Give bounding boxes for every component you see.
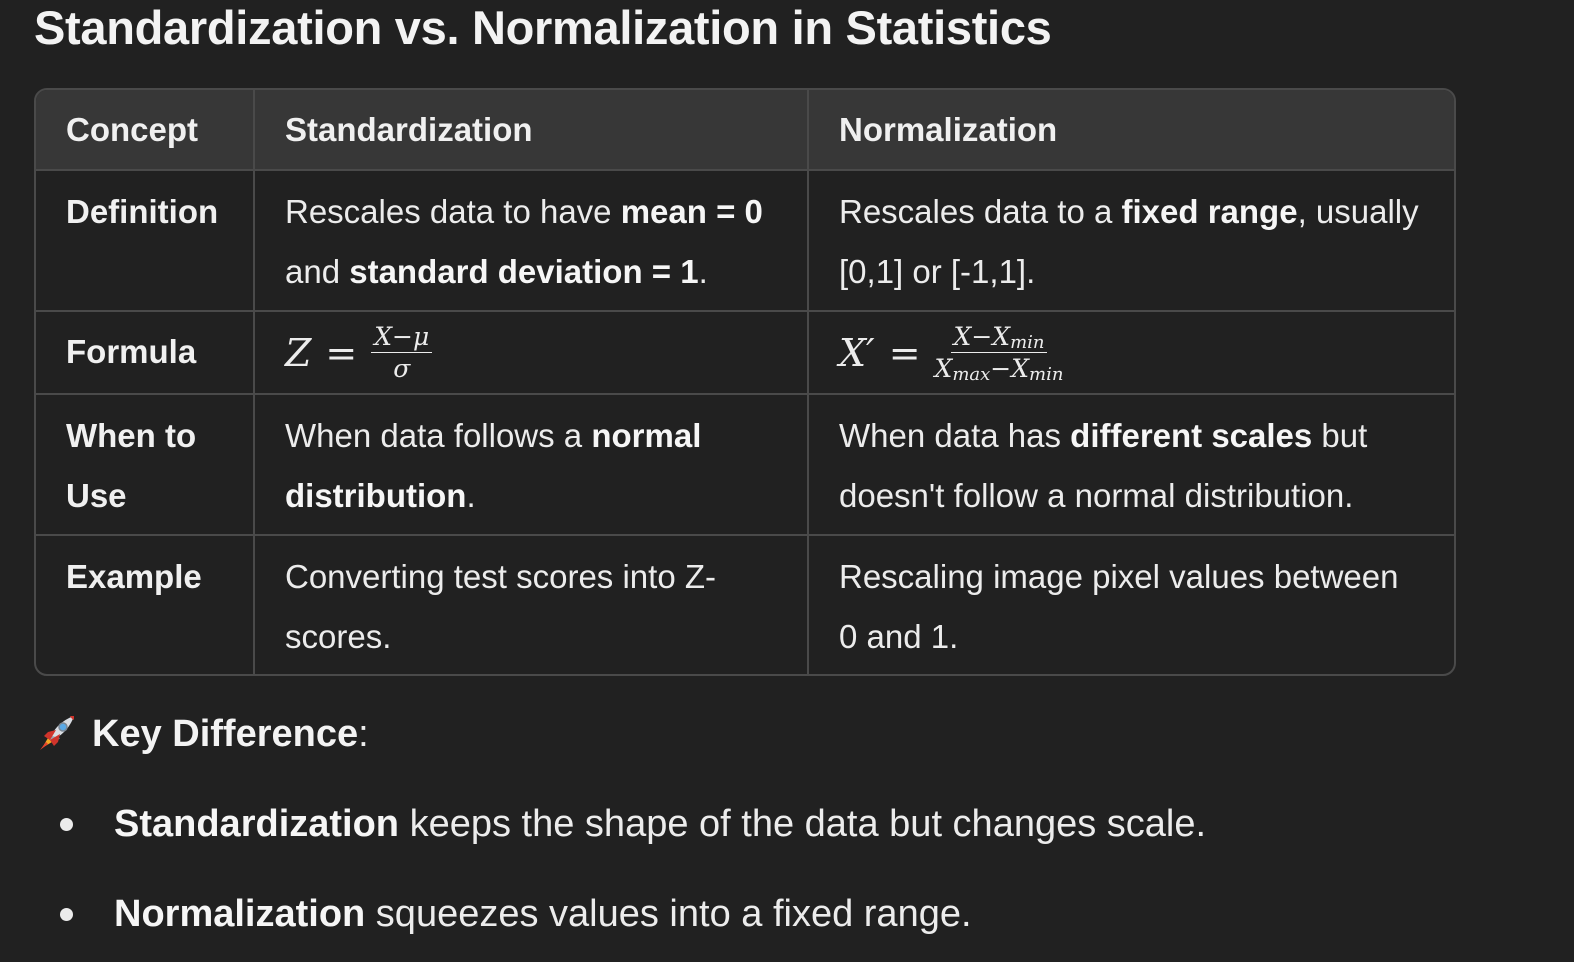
bullet-dot-icon xyxy=(60,818,73,831)
header-normalization: Normalization xyxy=(808,90,1454,171)
cell-when-standardization: When data follows a normal distribution. xyxy=(254,394,809,536)
key-difference-label: Key Difference xyxy=(92,713,359,755)
table-row-when-to-use: When to Use When data follows a normal d… xyxy=(36,394,1454,536)
key-difference-heading: Key Difference: xyxy=(34,706,369,762)
row-label-formula: Formula xyxy=(36,311,255,395)
cell-definition-normalization: Rescales data to a fixed range, usually … xyxy=(808,170,1454,312)
table-row-formula: Formula Z = X−μ σ X′ = xyxy=(36,311,1454,395)
row-label-definition: Definition xyxy=(36,170,255,312)
table-row-example: Example Converting test scores into Z-sc… xyxy=(36,535,1454,674)
z-score-formula: Z = X−μ σ xyxy=(285,322,433,384)
key-difference-list: Standardization keeps the shape of the d… xyxy=(0,790,1206,962)
comparison-table: Concept Standardization Normalization De… xyxy=(34,88,1456,676)
min-max-formula: X′ = X−Xmin Xmax−Xmin xyxy=(839,322,1064,385)
bullet-dot-icon xyxy=(60,908,73,921)
header-standardization: Standardization xyxy=(254,90,809,171)
cell-when-normalization: When data has different scales but doesn… xyxy=(808,394,1454,536)
page-title: Standardization vs. Normalization in Sta… xyxy=(34,1,1052,54)
cell-formula-normalization: X′ = X−Xmin Xmax−Xmin xyxy=(808,311,1454,395)
table-header-row: Concept Standardization Normalization xyxy=(36,90,1454,171)
list-item: Normalization squeezes values into a fix… xyxy=(0,880,1206,962)
cell-definition-standardization: Rescales data to have mean = 0 and stand… xyxy=(254,170,809,312)
list-item: Standardization keeps the shape of the d… xyxy=(0,790,1206,880)
cell-example-normalization: Rescaling image pixel values between 0 a… xyxy=(839,558,1399,655)
rocket-icon xyxy=(34,712,78,756)
cell-formula-standardization: Z = X−μ σ xyxy=(254,311,809,395)
cell-example-standardization: Converting test scores into Z-scores. xyxy=(254,535,809,674)
header-concept: Concept xyxy=(36,90,255,171)
row-label-example: Example xyxy=(36,535,255,674)
table-row-definition: Definition Rescales data to have mean = … xyxy=(36,170,1454,312)
key-difference-colon: : xyxy=(358,713,369,755)
row-label-when-to-use: When to Use xyxy=(36,394,255,536)
